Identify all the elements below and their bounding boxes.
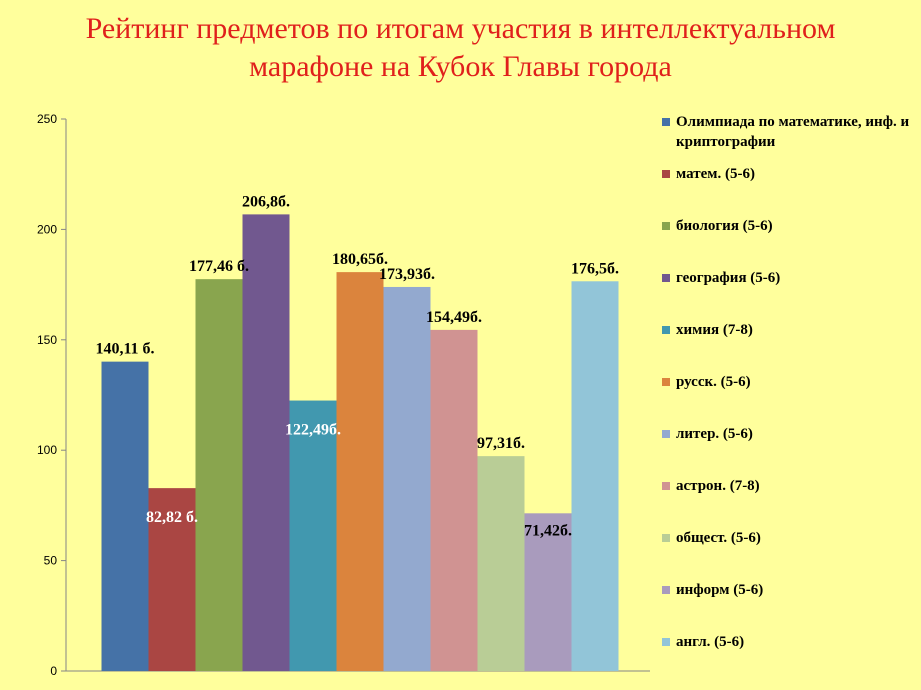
y-tick-label: 50 [44, 554, 58, 568]
legend-item: химия (7-8) [662, 320, 912, 340]
data-label-6: 180,65б. [332, 251, 388, 268]
data-label-9: 97,31б. [477, 435, 525, 452]
chart-title-line-1: Рейтинг предметов по итогам участия в ин… [85, 12, 836, 45]
legend-item: общест. (5-6) [662, 528, 912, 548]
legend-swatch [662, 222, 670, 230]
data-label-7: 173,93б. [379, 266, 435, 283]
legend-label: астрон. (7-8) [676, 478, 760, 494]
legend-label: общест. (5-6) [676, 530, 761, 546]
bar-5 [289, 400, 337, 671]
legend-label: матем. (5-6) [676, 166, 755, 182]
data-label-2: 82,82 б. [146, 509, 198, 526]
legend-label: литер. (5-6) [676, 426, 753, 442]
data-label-8: 154,49б. [426, 309, 482, 326]
data-label-11: 176,5б. [571, 260, 619, 277]
legend-item: русск. (5-6) [662, 372, 912, 392]
data-label-1: 140,11 б. [95, 341, 154, 358]
chart-title-line-2: марафоне на Кубок Главы города [249, 50, 672, 83]
legend-item: Олимпиада по математике, инф. и криптогр… [662, 112, 912, 152]
legend-item: астрон. (7-8) [662, 476, 912, 496]
bar-10 [524, 513, 572, 671]
y-tick-label: 250 [37, 112, 57, 126]
bar-4 [242, 214, 290, 671]
legend-label: русск. (5-6) [676, 374, 751, 390]
bar-11 [571, 281, 619, 671]
legend-swatch [662, 534, 670, 542]
data-label-5: 122,49б. [285, 422, 341, 439]
legend-swatch [662, 378, 670, 386]
bar-7 [383, 286, 431, 671]
legend-swatch [662, 170, 670, 178]
legend-label: Олимпиада по математике, инф. и криптогр… [676, 114, 910, 150]
legend-swatch [662, 638, 670, 646]
data-label-10: 71,42б. [524, 522, 572, 539]
legend-swatch [662, 586, 670, 594]
legend-item: биология (5-6) [662, 216, 912, 236]
data-label-4: 206,8б. [242, 193, 290, 210]
legend-swatch [662, 430, 670, 438]
legend-item: матем. (5-6) [662, 164, 912, 184]
bar-2 [148, 488, 196, 671]
chart-title: Рейтинг предметов по итогам участия в ин… [0, 10, 921, 86]
legend-item: география (5-6) [662, 268, 912, 288]
legend-label: химия (7-8) [676, 322, 753, 338]
legend-label: информ (5-6) [676, 582, 764, 598]
legend-swatch [662, 118, 670, 126]
bar-8 [430, 329, 478, 671]
legend-swatch [662, 482, 670, 490]
legend-item: литер. (5-6) [662, 424, 912, 444]
bar-1 [101, 361, 149, 671]
legend-item: информ (5-6) [662, 580, 912, 600]
bar-9 [477, 456, 525, 671]
y-tick-label: 100 [37, 443, 57, 457]
y-tick-label: 200 [37, 222, 57, 236]
y-tick-label: 150 [37, 333, 57, 347]
legend-item: англ. (5-6) [662, 632, 912, 652]
legend-label: география (5-6) [676, 270, 781, 286]
legend-swatch [662, 326, 670, 334]
bar-3 [195, 279, 243, 671]
legend-swatch [662, 274, 670, 282]
y-tick-label: 0 [50, 664, 57, 678]
legend-label: англ. (5-6) [676, 634, 745, 650]
legend-label: биология (5-6) [676, 218, 773, 234]
data-label-3: 177,46 б. [189, 258, 249, 275]
bar-6 [336, 272, 384, 671]
